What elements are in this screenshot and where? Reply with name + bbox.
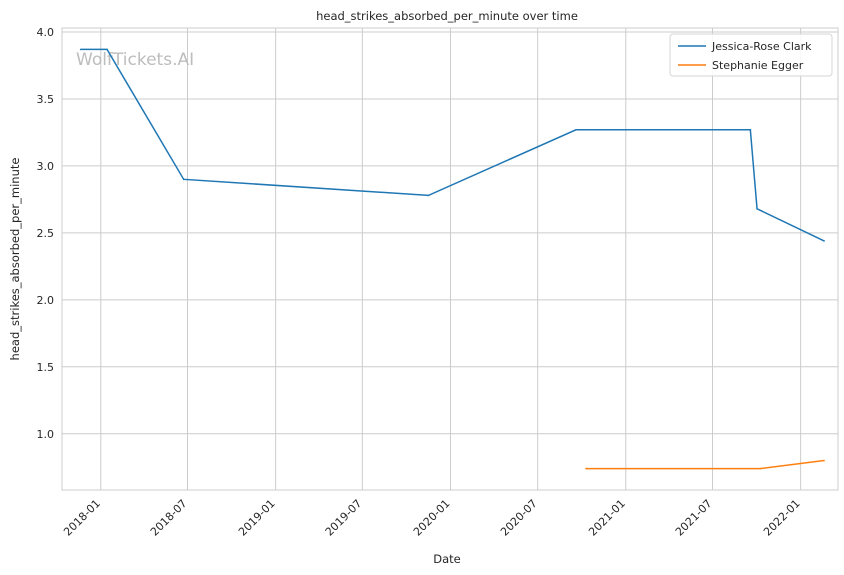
y-tick-label: 3.5 xyxy=(37,93,55,106)
x-tick-label: 2021-07 xyxy=(673,497,715,539)
y-axis-ticks: 1.0 1.5 2.0 2.5 3.0 3.5 4.0 xyxy=(37,26,55,441)
x-tick-label: 2022-01 xyxy=(761,497,803,539)
y-tick-label: 3.0 xyxy=(37,160,55,173)
legend-entry: Stephanie Egger xyxy=(712,59,804,72)
grid xyxy=(62,28,838,490)
y-tick-label: 2.0 xyxy=(37,294,55,307)
legend: Jessica-Rose Clark Stephanie Egger xyxy=(669,33,833,77)
data-point xyxy=(79,48,82,51)
data-point xyxy=(759,467,762,470)
x-axis-label: Date xyxy=(433,552,461,566)
x-tick-label: 2019-07 xyxy=(323,497,365,539)
y-axis-label: head_strikes_absorbed_per_minute xyxy=(8,158,22,361)
data-point xyxy=(749,128,752,131)
data-point xyxy=(182,178,185,181)
data-point xyxy=(106,48,108,51)
x-tick-label: 2021-01 xyxy=(586,497,628,539)
legend-box xyxy=(669,33,833,77)
data-point xyxy=(823,240,825,242)
y-tick-label: 1.5 xyxy=(37,361,55,374)
x-axis-ticks: 2018-01 2018-07 2019-01 2019-07 2020-01 2020-… xyxy=(61,497,803,539)
x-tick-label: 2018-01 xyxy=(61,497,103,539)
series-line-0 xyxy=(80,48,825,242)
data-point xyxy=(756,207,758,210)
chart-title: head_strikes_absorbed_per_minute over ti… xyxy=(316,9,578,23)
y-tick-label: 2.5 xyxy=(37,227,55,240)
legend-entry: Jessica-Rose Clark xyxy=(711,40,812,53)
watermark: WolfTickets.AI xyxy=(76,50,194,70)
series-layer xyxy=(79,48,825,470)
data-point xyxy=(585,467,587,470)
data-point xyxy=(427,194,430,197)
data-point xyxy=(823,459,825,462)
x-tick-label: 2020-07 xyxy=(498,497,540,539)
x-tick-label: 2019-01 xyxy=(236,497,278,539)
data-point xyxy=(575,128,577,131)
x-tick-label: 2018-07 xyxy=(148,497,190,539)
y-tick-label: 1.0 xyxy=(37,428,55,441)
x-tick-label: 2020-01 xyxy=(411,497,453,539)
y-tick-label: 4.0 xyxy=(37,26,55,39)
